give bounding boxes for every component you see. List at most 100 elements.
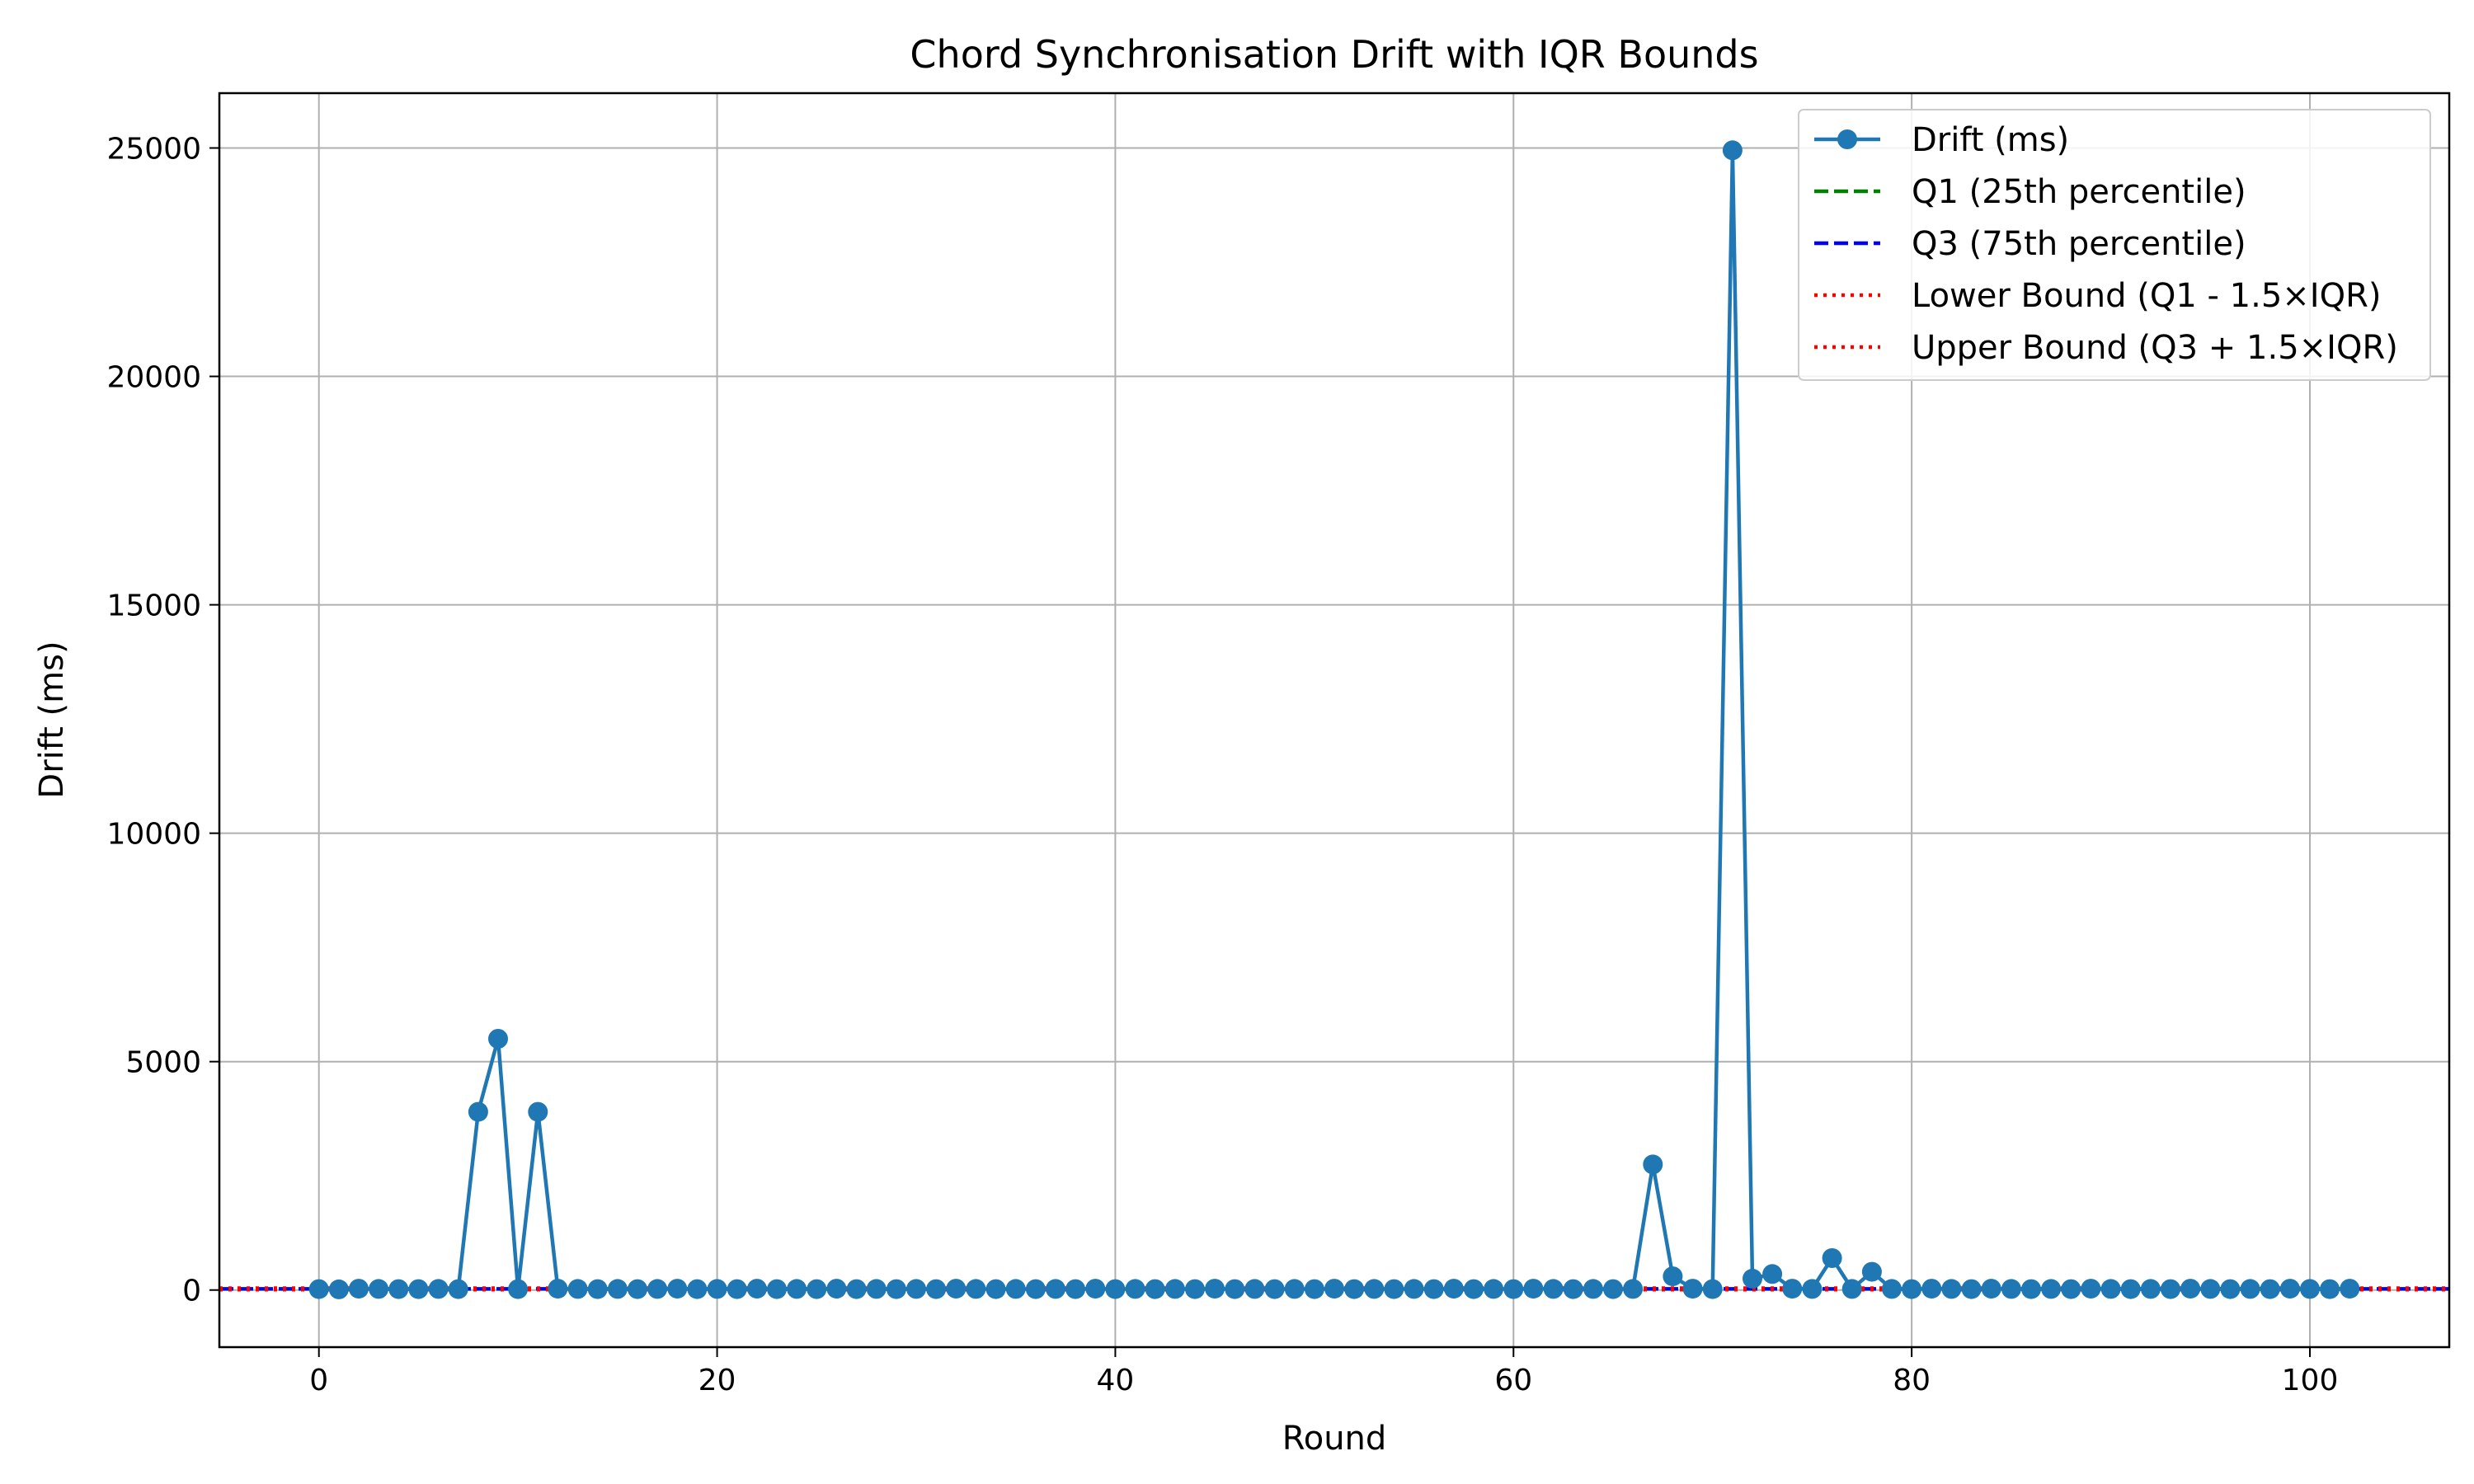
drift-point [1125,1279,1145,1299]
drift-point [2300,1279,2320,1299]
drift-point [1822,1248,1842,1268]
drift-point [1264,1279,1285,1299]
y-axis-label: Drift (ms) [33,641,71,798]
drift-point [508,1279,529,1299]
drift-point [1682,1279,1703,1299]
drift-point [1902,1279,1922,1299]
drift-point [369,1279,389,1299]
drift-point [528,1101,548,1122]
drift-point [408,1279,429,1299]
drift-point [1164,1279,1185,1299]
drift-point [2320,1279,2340,1299]
drift-point [2081,1279,2101,1299]
drift-point [667,1279,688,1299]
drift-point [846,1279,867,1299]
drift-point [1722,140,1743,161]
drift-point [787,1279,807,1299]
drift-point [2240,1279,2260,1299]
drift-point [1941,1279,1962,1299]
x-axis-label: Round [1282,1420,1387,1458]
legend-label-q3: Q3 (75th percentile) [1912,225,2246,263]
drift-point [1025,1279,1046,1299]
drift-point [687,1279,708,1299]
x-tick-label: 60 [1494,1364,1532,1397]
drift-point [966,1279,986,1299]
legend: Drift (ms) Q1 (25th percentile) Q3 (75th… [1798,109,2431,381]
drift-point [1882,1279,1902,1299]
drift-point [767,1279,787,1299]
drift-point [1225,1279,1245,1299]
drift-point [308,1279,329,1299]
x-tick-label: 80 [1893,1364,1931,1397]
drift-point [2279,1279,2300,1299]
drift-point [468,1101,488,1122]
drift-point [1085,1279,1106,1299]
drift-point [2120,1279,2141,1299]
y-tick-label: 15000 [106,589,201,623]
data-series [308,140,2360,1299]
drift-point [1304,1279,1324,1299]
drift-point [1563,1279,1583,1299]
drift-point [1543,1279,1564,1299]
drift-point [1762,1264,1783,1284]
x-tick-label: 0 [309,1364,328,1397]
drift-point [647,1279,668,1299]
drift-point [428,1279,449,1299]
drift-point [1205,1279,1225,1299]
drift-point [2180,1279,2201,1299]
drift-point [1423,1279,1444,1299]
legend-label-upper-bound: Upper Bound (Q3 + 1.5×IQR) [1912,329,2398,367]
drift-point [727,1279,747,1299]
x-tick-label: 100 [2282,1364,2339,1397]
y-tick-label: 0 [182,1275,201,1308]
drift-point [1443,1279,1464,1299]
y-tick-label: 5000 [125,1046,201,1080]
drift-point [2161,1279,2180,1299]
drift-point [2021,1279,2041,1299]
drift-point [1523,1279,1544,1299]
drift-point [1065,1279,1086,1299]
drift-point [1364,1279,1385,1299]
drift-point [1643,1154,1663,1175]
drift-point [1464,1279,1484,1299]
drift-point [1046,1279,1065,1299]
drift-point [1583,1279,1603,1299]
drift-point [567,1279,588,1299]
drift-point [1743,1268,1762,1289]
drift-point [985,1279,1006,1299]
drift-point [1663,1266,1683,1287]
drift-point [826,1279,847,1299]
drift-point [2140,1279,2161,1299]
drift-point [1344,1279,1365,1299]
drift-point [1324,1279,1344,1299]
drift-point [628,1279,647,1299]
plot-frame [218,92,2451,1349]
chart-title: Chord Synchronisation Drift with IQR Bou… [910,32,1758,77]
drift-point [1961,1279,1982,1299]
legend-marker-drift [1837,129,1857,149]
drift-point [866,1279,887,1299]
drift-point [946,1279,967,1299]
x-tick-label: 40 [1097,1364,1135,1397]
drift-point [1105,1279,1126,1299]
drift-point [1244,1279,1265,1299]
drift-point [2100,1279,2121,1299]
drift-point [1384,1279,1404,1299]
drift-point [2001,1279,2021,1299]
legend-label-drift: Drift (ms) [1912,121,2069,159]
y-tick-label: 10000 [106,818,201,852]
drift-point [1623,1279,1644,1299]
legend-label-lower-bound: Lower Bound (Q1 - 1.5×IQR) [1912,277,2381,315]
drift-point [926,1279,947,1299]
drift-point [1802,1279,1823,1299]
drift-point [1503,1279,1524,1299]
drift-point [448,1279,468,1299]
drift-point [1185,1279,1205,1299]
axis-ticks: 0 20 40 60 80 100 0 5000 10000 15000 20000 25000 [106,132,2338,1397]
drift-point [548,1279,568,1299]
drift-point [587,1279,608,1299]
drift-point [1782,1279,1803,1299]
legend-label-q1: Q1 (25th percentile) [1912,173,2246,211]
drift-point [1145,1279,1165,1299]
